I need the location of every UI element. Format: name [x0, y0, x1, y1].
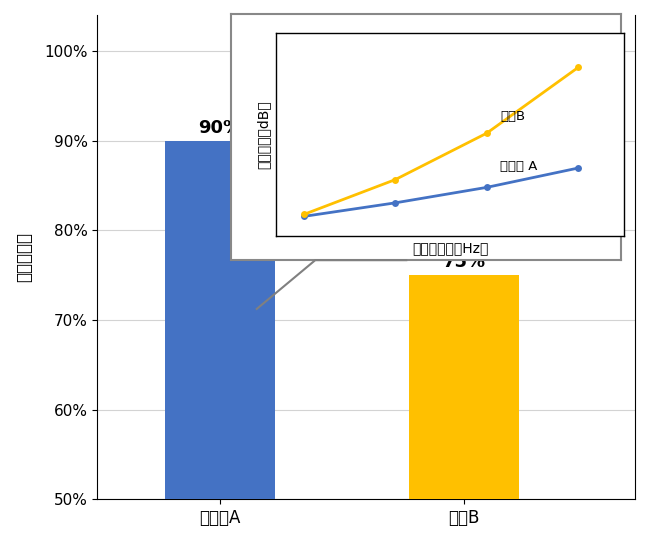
Bar [164, 140, 274, 542]
Bar [409, 275, 519, 542]
Text: ブーB: ブーB [500, 109, 526, 122]
Text: ブース A: ブース A [500, 160, 538, 173]
X-axis label: 中心周波数［Hz］: 中心周波数［Hz］ [412, 241, 488, 255]
Text: 75%: 75% [443, 254, 486, 272]
Y-axis label: 挿入損失［dB］: 挿入損失［dB］ [257, 100, 270, 169]
Text: 90%: 90% [198, 119, 241, 137]
Y-axis label: 単語了解度: 単語了解度 [15, 232, 33, 282]
